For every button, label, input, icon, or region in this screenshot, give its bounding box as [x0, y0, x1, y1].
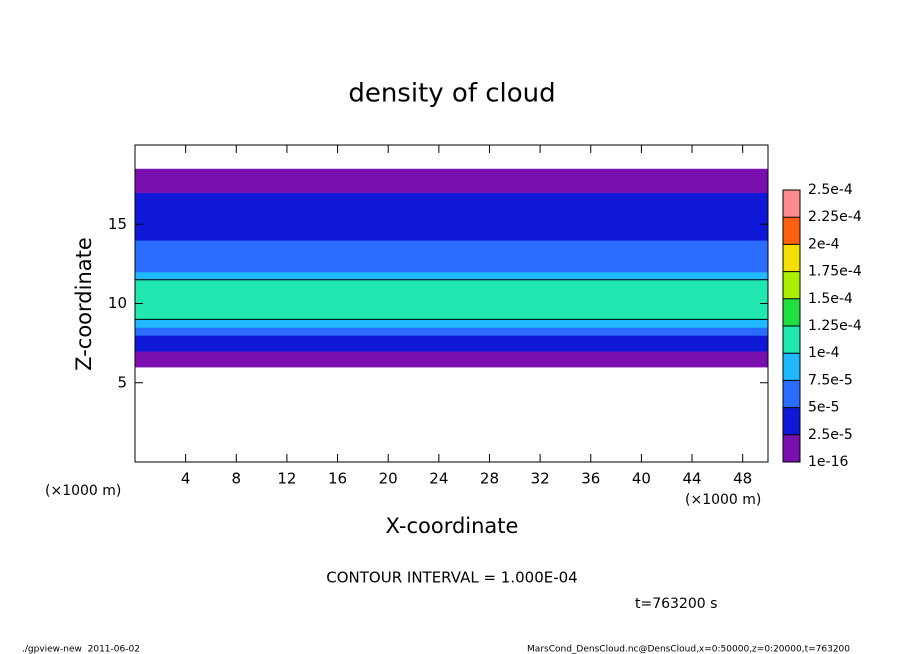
x-tick-label: 28: [480, 470, 499, 488]
colorbar-label: 2.25e-4: [808, 209, 862, 225]
density-band: [135, 311, 768, 320]
colorbar-swatch: [783, 380, 800, 408]
density-band: [135, 184, 768, 194]
y-unit-label: (×1000 m): [45, 483, 121, 499]
colorbar-swatch: [783, 298, 800, 326]
colorbar-swatch: [783, 271, 800, 299]
density-band: [135, 255, 768, 265]
x-tick-label: 32: [531, 470, 550, 488]
density-band: [135, 240, 768, 249]
colorbar-label: 1.75e-4: [808, 264, 862, 280]
y-tick-label: 10: [108, 294, 127, 312]
x-tick-label: 12: [277, 470, 296, 488]
x-tick-label: 48: [733, 470, 752, 488]
colorbar-label: 5e-5: [808, 400, 839, 416]
density-band: [135, 319, 768, 328]
density-band: [135, 358, 768, 368]
density-band: [135, 168, 768, 178]
colorbar-swatch: [783, 190, 800, 218]
y-axis-label: Z-coordinate: [72, 237, 96, 371]
density-band: [135, 192, 768, 201]
density-band: [135, 271, 768, 281]
colorbar-swatch: [783, 326, 800, 354]
x-tick-label: 16: [328, 470, 347, 488]
x-tick-label: 8: [232, 470, 242, 488]
x-tick-label: 20: [379, 470, 398, 488]
density-band: [135, 263, 768, 273]
footer-left: ./gpview-new 2011-06-02: [22, 645, 140, 654]
density-band: [135, 216, 768, 225]
density-band: [135, 335, 768, 344]
colorbar-label: 1.25e-4: [808, 318, 862, 334]
colorbar-label: 1.5e-4: [808, 291, 853, 307]
contour-label: CONTOUR INTERVAL = 1.000E-04: [326, 569, 577, 587]
x-tick-label: 4: [181, 470, 191, 488]
x-tick-label: 44: [682, 470, 701, 488]
colorbar-swatch: [783, 217, 800, 245]
colorbar-label: 1e-16: [808, 454, 848, 470]
x-unit-label: (×1000 m): [685, 492, 761, 508]
density-band: [135, 208, 768, 217]
colorbar-label: 2e-4: [808, 236, 840, 252]
density-band: [135, 232, 768, 241]
density-band: [135, 176, 768, 186]
footer-right: MarsCond_DensCloud.nc@DensCloud,x=0:5000…: [527, 645, 850, 654]
colorbar-label: 7.5e-5: [808, 372, 853, 388]
x-tick-label: 40: [632, 470, 651, 488]
time-label: t=763200 s: [635, 596, 717, 612]
colorbar-swatch: [783, 407, 800, 435]
density-band: [135, 343, 768, 352]
colorbar-swatch: [783, 353, 800, 381]
y-tick-label: 5: [117, 373, 127, 391]
density-band: [135, 351, 768, 360]
colorbar-swatch: [783, 244, 800, 272]
colorbar-label: 2.5e-5: [808, 427, 853, 443]
density-band: [135, 303, 768, 312]
x-tick-label: 24: [429, 470, 448, 488]
x-axis-label: X-coordinate: [386, 514, 519, 538]
colorbar-label: 2.5e-4: [808, 182, 853, 198]
density-band: [135, 200, 768, 209]
chart-title: density of cloud: [348, 79, 555, 109]
density-band: [135, 279, 768, 289]
colorbar-swatch: [783, 434, 800, 462]
y-tick-label: 15: [108, 215, 127, 233]
density-band: [135, 287, 768, 297]
density-band: [135, 248, 768, 257]
density-band: [135, 224, 768, 233]
density-band: [135, 295, 768, 304]
colorbar-label: 1e-4: [808, 345, 840, 361]
density-band: [135, 327, 768, 336]
x-tick-label: 36: [581, 470, 600, 488]
